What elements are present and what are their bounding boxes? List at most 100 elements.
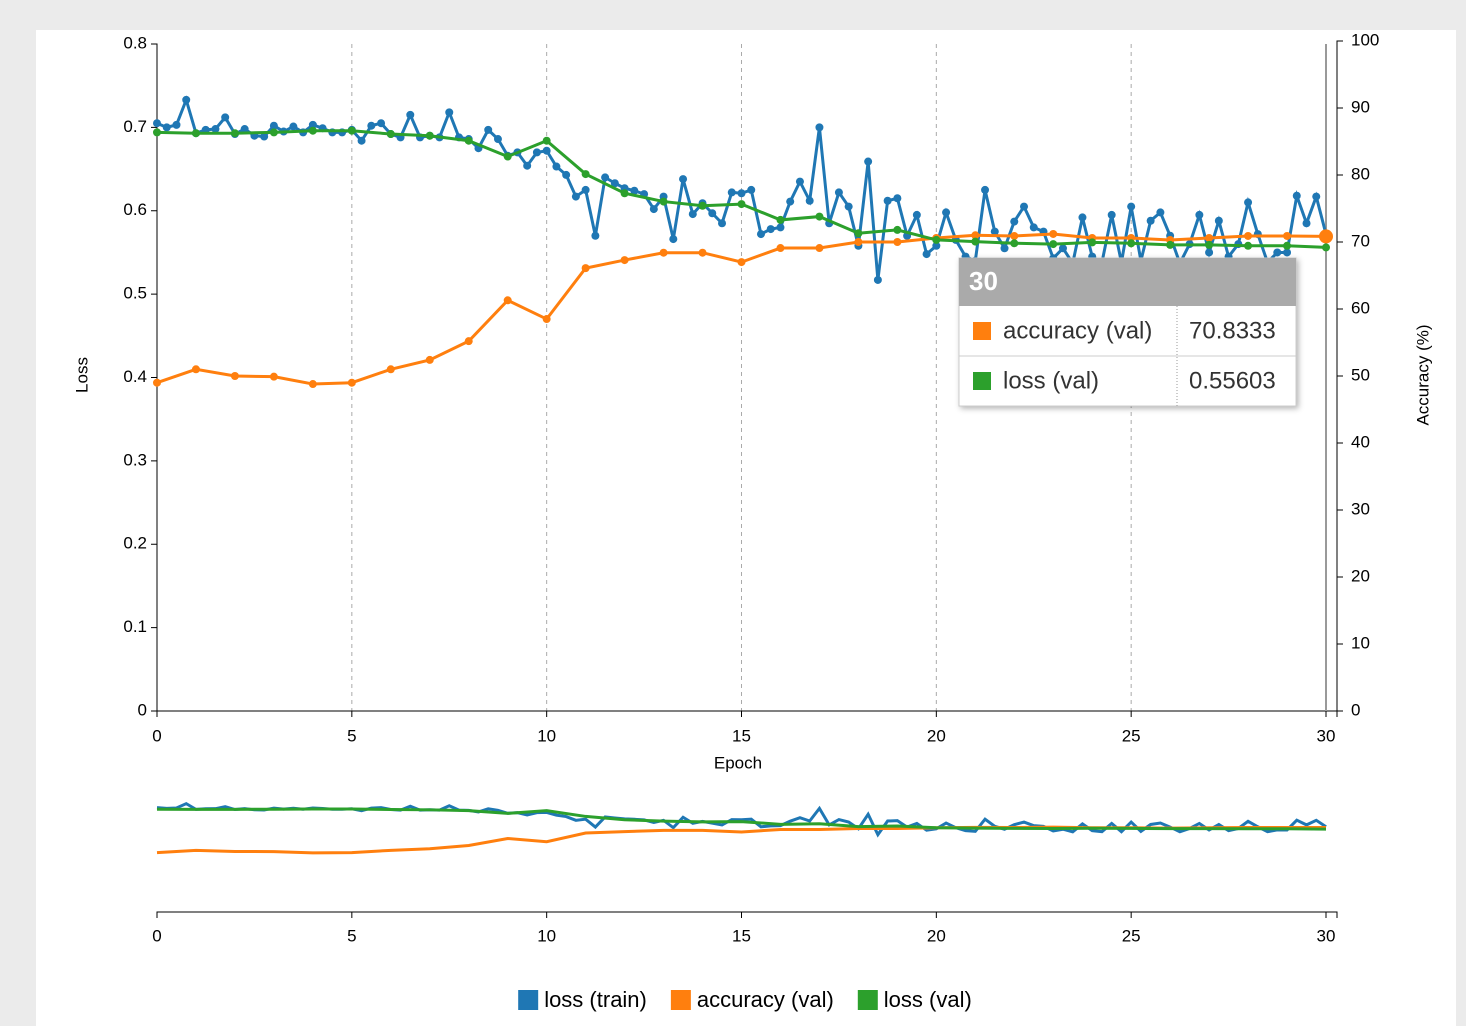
sub-x-tick-label: 30 [1317, 926, 1336, 945]
data-point [347, 378, 356, 387]
y2-axis-label: Accuracy (%) [1413, 324, 1432, 425]
legend-item[interactable]: accuracy (val) [670, 987, 834, 1012]
data-point [153, 119, 161, 128]
data-point [211, 125, 220, 134]
y2-tick-label: 100 [1351, 30, 1379, 49]
data-point [581, 185, 590, 194]
data-point [367, 121, 376, 130]
data-point [659, 248, 668, 257]
data-point [747, 185, 756, 194]
data-point [1010, 231, 1019, 240]
tooltip-value: 0.55603 [1189, 367, 1276, 394]
sub-x-tick-label: 5 [347, 926, 356, 945]
data-point [503, 152, 512, 161]
data-point [1156, 208, 1165, 217]
data-point [815, 123, 824, 132]
legend-label: loss (train) [544, 987, 647, 1012]
data-point [1078, 213, 1087, 222]
tooltip-name: loss (val) [1003, 367, 1099, 394]
data-point [1283, 231, 1292, 240]
data-point [1244, 231, 1253, 240]
sub-x-tick-label: 10 [537, 926, 556, 945]
data-point [883, 196, 892, 205]
data-point [766, 225, 775, 234]
data-point [1088, 238, 1097, 247]
data-point [386, 365, 395, 374]
data-point [893, 238, 902, 246]
x-axis-label: Epoch [714, 753, 762, 772]
data-point [425, 355, 434, 364]
tooltip-name: accuracy (val) [1003, 317, 1152, 344]
data-point [493, 135, 502, 144]
data-point [1166, 240, 1175, 249]
data-point [630, 186, 639, 195]
data-point [191, 129, 200, 138]
data-point [172, 120, 181, 129]
data-point [649, 205, 658, 214]
y2-tick-label: 90 [1351, 97, 1370, 116]
data-point [230, 372, 239, 380]
x-tick-label: 0 [152, 726, 161, 745]
data-point [562, 170, 571, 179]
legend-label: loss (val) [884, 987, 972, 1012]
legend-item[interactable]: loss (val) [857, 987, 972, 1012]
data-point [591, 231, 600, 240]
data-point [1283, 248, 1292, 257]
data-point [503, 296, 512, 305]
data-point [542, 136, 551, 145]
data-point [873, 275, 882, 284]
data-point [191, 365, 200, 374]
data-point [425, 131, 434, 140]
y2-tick-label: 20 [1351, 566, 1370, 585]
sub-x-tick-label: 20 [927, 926, 946, 945]
data-point [786, 197, 795, 206]
data-point [445, 108, 454, 117]
data-point [571, 192, 580, 201]
data-point [1127, 239, 1136, 248]
data-point [756, 230, 765, 239]
data-point [240, 125, 249, 134]
x-tick-label: 25 [1122, 726, 1141, 745]
tooltip [958, 257, 1297, 407]
data-point [1010, 217, 1019, 226]
data-point [221, 113, 230, 122]
data-point [1195, 210, 1204, 219]
data-point [532, 148, 541, 157]
data-point [1283, 241, 1292, 250]
data-point [1302, 219, 1311, 228]
data-point [230, 129, 239, 138]
data-point [844, 202, 853, 211]
data-point [377, 119, 386, 128]
data-point [795, 177, 804, 186]
data-point [679, 175, 688, 184]
data-point [776, 223, 785, 232]
tooltip-swatch [973, 372, 991, 390]
legend-item[interactable]: loss (train) [518, 987, 647, 1012]
legend-swatch [518, 990, 539, 1010]
data-point [153, 128, 161, 137]
data-point [552, 162, 561, 171]
data-point [893, 225, 902, 234]
data-point [698, 201, 707, 210]
data-point [805, 196, 814, 205]
data-point [1049, 240, 1058, 249]
data-point [942, 208, 951, 217]
data-point [1244, 241, 1253, 250]
data-point [688, 210, 697, 219]
data-point [854, 229, 863, 238]
data-point [1049, 229, 1058, 238]
data-point [1292, 191, 1301, 200]
data-point [542, 146, 551, 155]
data-point [1244, 198, 1253, 207]
data-point [620, 189, 629, 198]
data-point [893, 194, 902, 203]
data-point [737, 258, 746, 267]
legend-swatch [857, 990, 878, 1010]
data-point [1322, 243, 1330, 252]
data-point [1214, 216, 1223, 225]
x-tick-label: 20 [927, 726, 946, 745]
data-point [1146, 216, 1155, 225]
data-point [1312, 192, 1321, 201]
y-tick-label: 0 [138, 700, 147, 719]
